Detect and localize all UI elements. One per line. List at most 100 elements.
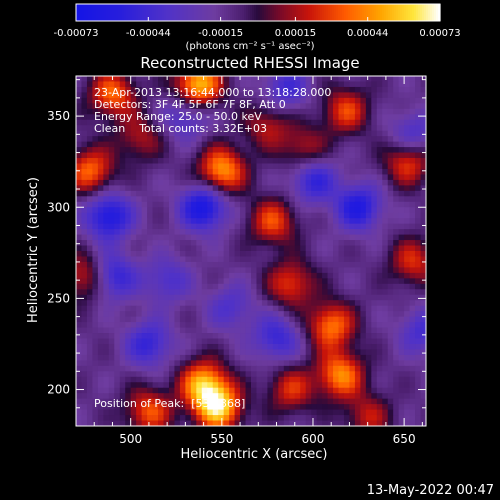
heatmap-cell — [393, 179, 400, 186]
heatmap-cell — [365, 404, 372, 410]
heatmap-cell — [409, 245, 416, 252]
heatmap-cell — [212, 300, 219, 307]
heatmap-cell — [349, 322, 356, 328]
heatmap-cell — [322, 278, 328, 285]
heatmap-cell — [365, 311, 372, 318]
heatmap-cell — [409, 327, 416, 334]
heatmap-cell — [179, 152, 186, 159]
heatmap-cell — [409, 97, 416, 104]
heatmap-cell — [108, 130, 115, 137]
heatmap-cell — [256, 92, 263, 99]
heatmap-cell — [311, 179, 318, 186]
heatmap-cell — [201, 218, 208, 225]
heatmap-cell — [376, 311, 383, 318]
heatmap-cell — [240, 179, 246, 186]
heatmap-cell — [141, 218, 148, 225]
heatmap-cell — [163, 185, 170, 192]
heatmap-cell — [376, 316, 383, 323]
heatmap-cell — [196, 245, 203, 252]
heatmap-cell — [86, 174, 93, 181]
heatmap-cell — [174, 338, 181, 345]
heatmap-cell — [371, 338, 378, 345]
heatmap-cell — [256, 333, 263, 339]
heatmap-cell — [349, 387, 356, 394]
heatmap-cell — [272, 190, 279, 197]
heatmap-cell — [76, 81, 82, 88]
heatmap-cell — [289, 125, 296, 132]
heatmap-cell — [108, 119, 115, 126]
heatmap-cell — [333, 114, 339, 121]
heatmap-cell — [234, 103, 241, 110]
heatmap-cell — [327, 333, 334, 339]
heatmap-cell — [223, 305, 230, 312]
heatmap-cell — [283, 393, 290, 400]
heatmap-cell — [114, 283, 121, 290]
heatmap-cell — [201, 272, 208, 279]
heatmap-cell — [415, 245, 421, 252]
heatmap-cell — [141, 234, 148, 241]
heatmap-cell — [360, 316, 367, 323]
heatmap-cell — [338, 201, 345, 208]
heatmap-cell — [251, 420, 257, 426]
heatmap-cell — [174, 420, 181, 426]
heatmap-cell — [251, 103, 257, 110]
heatmap-cell — [92, 283, 99, 290]
colorbar-segment — [272, 4, 275, 21]
heatmap-cell — [240, 158, 246, 164]
heatmap-cell — [130, 234, 137, 241]
heatmap-cell — [152, 168, 159, 175]
heatmap-cell — [207, 92, 214, 99]
heatmap-cell — [420, 398, 426, 405]
heatmap-cell — [261, 97, 268, 104]
heatmap-cell — [174, 272, 181, 279]
heatmap-cell — [387, 256, 394, 263]
heatmap-cell — [300, 125, 307, 132]
heatmap-cell — [201, 245, 208, 252]
heatmap-cell — [267, 267, 274, 274]
heatmap-cell — [376, 338, 383, 345]
heatmap-cell — [196, 354, 203, 361]
heatmap-cell — [333, 376, 339, 383]
heatmap-cell — [207, 86, 214, 93]
heatmap-cell — [196, 256, 203, 263]
heatmap-cell — [316, 415, 323, 421]
heatmap-cell — [86, 130, 93, 137]
heatmap-cell — [294, 196, 301, 203]
heatmap-cell — [207, 382, 214, 389]
heatmap-cell — [174, 190, 181, 197]
heatmap-cell — [207, 163, 214, 170]
heatmap-cell — [130, 300, 137, 307]
heatmap-cell — [168, 300, 175, 307]
heatmap-cell — [338, 114, 345, 121]
heatmap-cell — [108, 136, 115, 143]
heatmap-cell — [327, 371, 334, 378]
heatmap-cell — [343, 201, 350, 208]
heatmap-cell — [261, 103, 268, 110]
colorbar-segment — [82, 4, 85, 21]
heatmap-cell — [229, 415, 235, 421]
heatmap-cell — [196, 415, 203, 421]
heatmap-cell — [179, 261, 186, 268]
heatmap-cell — [251, 289, 257, 296]
heatmap-cell — [261, 119, 268, 126]
heatmap-cell — [387, 152, 394, 159]
heatmap-cell — [234, 76, 241, 82]
heatmap-cell — [415, 333, 421, 339]
heatmap-cell — [294, 316, 301, 323]
heatmap-cell — [415, 300, 421, 307]
heatmap-cell — [108, 365, 115, 372]
heatmap-cell — [168, 81, 175, 88]
heatmap-cell — [141, 152, 148, 159]
heatmap-cell — [316, 212, 323, 219]
heatmap-cell — [354, 190, 361, 197]
heatmap-cell — [92, 354, 99, 361]
peak-position-annotation: Position of Peak: [539,368] — [94, 397, 245, 410]
heatmap-cell — [212, 196, 219, 203]
heatmap-cell — [76, 322, 82, 328]
heatmap-cell — [163, 251, 170, 257]
heatmap-cell — [229, 333, 235, 339]
heatmap-cell — [409, 125, 416, 132]
heatmap-cell — [174, 382, 181, 389]
heatmap-cell — [201, 201, 208, 208]
